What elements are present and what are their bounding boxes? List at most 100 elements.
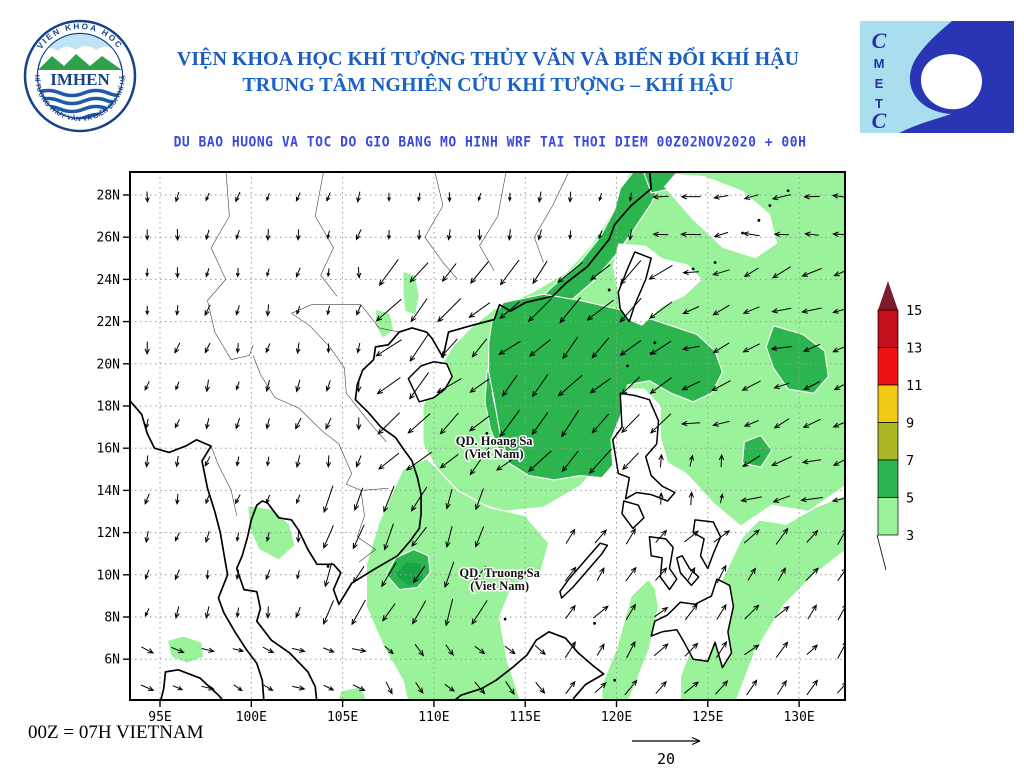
wind-arrow: [770, 456, 792, 466]
island-fill: [559, 543, 608, 598]
island-coastline: [612, 392, 676, 502]
wind-arrow: [568, 230, 573, 240]
wind-arrow: [655, 529, 668, 543]
wind-arrow: [469, 447, 490, 476]
colorbar-label: 7: [906, 453, 914, 469]
wind-arrow: [385, 681, 393, 695]
wind-arrow: [687, 566, 696, 582]
wind-arrow: [534, 645, 547, 656]
wind-arrow: [589, 377, 611, 394]
wind-arrow: [477, 229, 483, 241]
wind-arrow: [775, 527, 789, 545]
wind-arrow: [562, 336, 579, 360]
island-fill: [618, 252, 652, 322]
wind-arrow: [832, 308, 845, 314]
wind-arrow: [410, 298, 428, 323]
wind-arrow: [266, 268, 270, 277]
wind-arrow: [205, 570, 210, 580]
wind-arrow: [471, 338, 488, 358]
wind-arrow: [832, 459, 845, 466]
wind-arrow: [591, 337, 610, 359]
wind-arrow: [537, 191, 543, 203]
colorbar-segment: [877, 384, 899, 423]
wind-arrow: [648, 264, 673, 280]
islet-dot: [467, 440, 470, 444]
wind-arrow: [414, 644, 425, 657]
wind-arrow: [744, 604, 760, 620]
wind-arrow: [625, 603, 636, 620]
center-name: TRUNG TÂM NGHIÊN CỨU KHÍ TƯỢNG – KHÍ HẬU: [242, 74, 734, 96]
wind-arrow: [296, 570, 300, 580]
wind-arrow: [801, 307, 822, 314]
colorbar-segment: [877, 422, 899, 461]
islet-dot: [523, 571, 527, 575]
wind-arrow: [295, 455, 301, 469]
wind-arrow: [235, 607, 240, 618]
wind-vectors: [140, 191, 845, 696]
wind-arrow: [437, 298, 462, 323]
axis-labels: 28N 26N 24N 22N 20N 18N 16N 14N 12N 10N 8N 6N 95E 100…: [97, 189, 815, 726]
imhen-logo: IMHEN VIEN KHOA HOC KHÍ TƯỢNG THỦY VĂN V…: [14, 8, 137, 133]
wind-arrow: [295, 606, 301, 619]
admin-border: [424, 172, 458, 280]
lon-label: 110E: [418, 710, 449, 725]
wind-arrow: [713, 530, 731, 543]
wind-arrow: [144, 569, 150, 580]
cmetc-letter-m: M: [874, 56, 885, 71]
islet-dot: [613, 678, 617, 682]
wind-arrow: [712, 304, 730, 316]
wind-arrow: [417, 229, 422, 241]
wind-arrow: [323, 600, 334, 625]
wind-arrow: [832, 421, 845, 428]
wind-arrow: [837, 529, 845, 546]
wind-arrow: [326, 230, 331, 240]
wind-arrow: [802, 343, 821, 352]
shade-light-region: [601, 574, 660, 700]
wind-arrow: [445, 526, 453, 549]
wind-arrow: [832, 231, 845, 237]
wind-arrow: [804, 231, 819, 237]
wind-arrow: [205, 418, 210, 430]
wind-arrow: [622, 452, 639, 471]
wind-arrow: [382, 603, 396, 622]
coastline: [159, 668, 224, 700]
timezone-note: 00Z = 07H VIETNAM: [28, 722, 204, 743]
wind-arrow: [742, 306, 760, 314]
admin-border: [314, 172, 338, 297]
coastlines: [130, 172, 790, 700]
wind-arrow: [621, 413, 640, 434]
wind-arrow: [445, 489, 453, 510]
island-fill: [649, 536, 677, 590]
wind-arrow: [805, 567, 819, 581]
wind-arrow: [528, 339, 551, 357]
wind-arrow: [681, 380, 701, 391]
wind-arrow: [802, 418, 821, 428]
wind-arrow: [204, 379, 211, 393]
wind-arrow: [444, 683, 456, 692]
wind-arrow: [205, 229, 210, 241]
wind-arrow: [141, 646, 155, 654]
wind-arrow: [174, 455, 180, 468]
islet-dot: [757, 218, 761, 222]
wind-arrow: [650, 413, 672, 434]
colorbar-label: 5: [906, 491, 914, 507]
wind-arrow: [475, 488, 484, 511]
wind-arrow: [383, 523, 394, 551]
wind-arrow: [806, 529, 819, 543]
wind-arrow: [323, 525, 334, 550]
coastline: [453, 630, 605, 700]
imhen-abbr: IMHEN: [50, 70, 110, 89]
wind-arrow: [440, 338, 458, 358]
wind-arrow: [682, 269, 699, 276]
wind-arrow: [740, 496, 762, 503]
wind-arrow: [235, 191, 241, 203]
island-group-label: (Viet Nam): [465, 447, 524, 461]
wind-arrow: [417, 192, 421, 202]
wind-arrow: [204, 606, 210, 620]
wind-arrow: [743, 420, 759, 427]
wind-arrow: [712, 420, 730, 427]
wind-arrow: [477, 192, 482, 202]
wind-arrow: [144, 608, 150, 617]
islet-dot: [326, 564, 330, 568]
wind-arrow: [172, 685, 184, 691]
